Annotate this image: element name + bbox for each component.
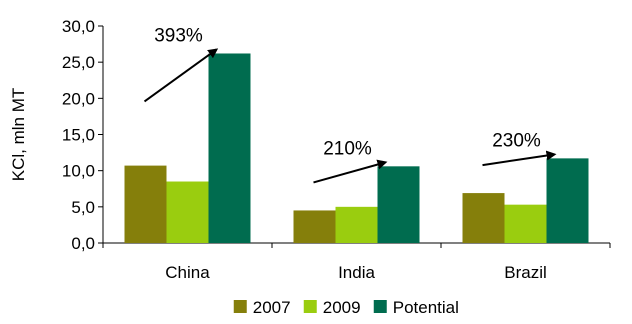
- x-category-label: China: [165, 263, 210, 282]
- growth-arrow: [482, 150, 557, 167]
- growth-arrow: [143, 48, 219, 103]
- legend-swatch-potential: [373, 300, 387, 313]
- growth-percent-label: 210%: [323, 138, 372, 159]
- y-tick-label: 20,0: [62, 89, 95, 108]
- y-tick-label: 5,0: [71, 198, 95, 217]
- growth-percent-label: 230%: [492, 130, 541, 151]
- growth-percent-label: 393%: [154, 25, 203, 46]
- x-category-label: India: [338, 263, 375, 282]
- bars: [124, 53, 589, 244]
- y-tick-label: 0,0: [71, 234, 95, 253]
- bar-potential-china: [208, 53, 251, 244]
- bar-2007-china: [124, 165, 167, 243]
- legend-swatch-2007: [233, 300, 247, 313]
- growth-annotations: 393% 210% 230%: [143, 25, 557, 184]
- bar-potential-brazil: [546, 158, 589, 243]
- y-axis-title: KCl, mln MT: [9, 88, 28, 182]
- y-tick-label: 10,0: [62, 162, 95, 181]
- legend-label: 2009: [323, 298, 361, 317]
- bar-2009-india: [335, 206, 378, 243]
- legend: 2007 2009 Potential: [233, 298, 459, 317]
- x-category-label: Brazil: [504, 263, 547, 282]
- bar-potential-india: [377, 166, 420, 243]
- bar-2009-brazil: [504, 204, 547, 243]
- axes: 0,0 5,0 10,0 15,0 20,0 25,0 30,0 China India Braz…: [62, 17, 611, 282]
- y-tick-label: 25,0: [62, 53, 95, 72]
- growth-arrow: [313, 159, 388, 184]
- legend-swatch-2009: [303, 300, 317, 313]
- bar-2009-china: [166, 181, 209, 243]
- bar-2007-brazil: [462, 193, 505, 243]
- bar-2007-india: [293, 210, 336, 243]
- y-tick-label: 15,0: [62, 126, 95, 145]
- legend-label: 2007: [253, 298, 291, 317]
- y-tick-label: 30,0: [62, 17, 95, 36]
- legend-label: Potential: [393, 298, 459, 317]
